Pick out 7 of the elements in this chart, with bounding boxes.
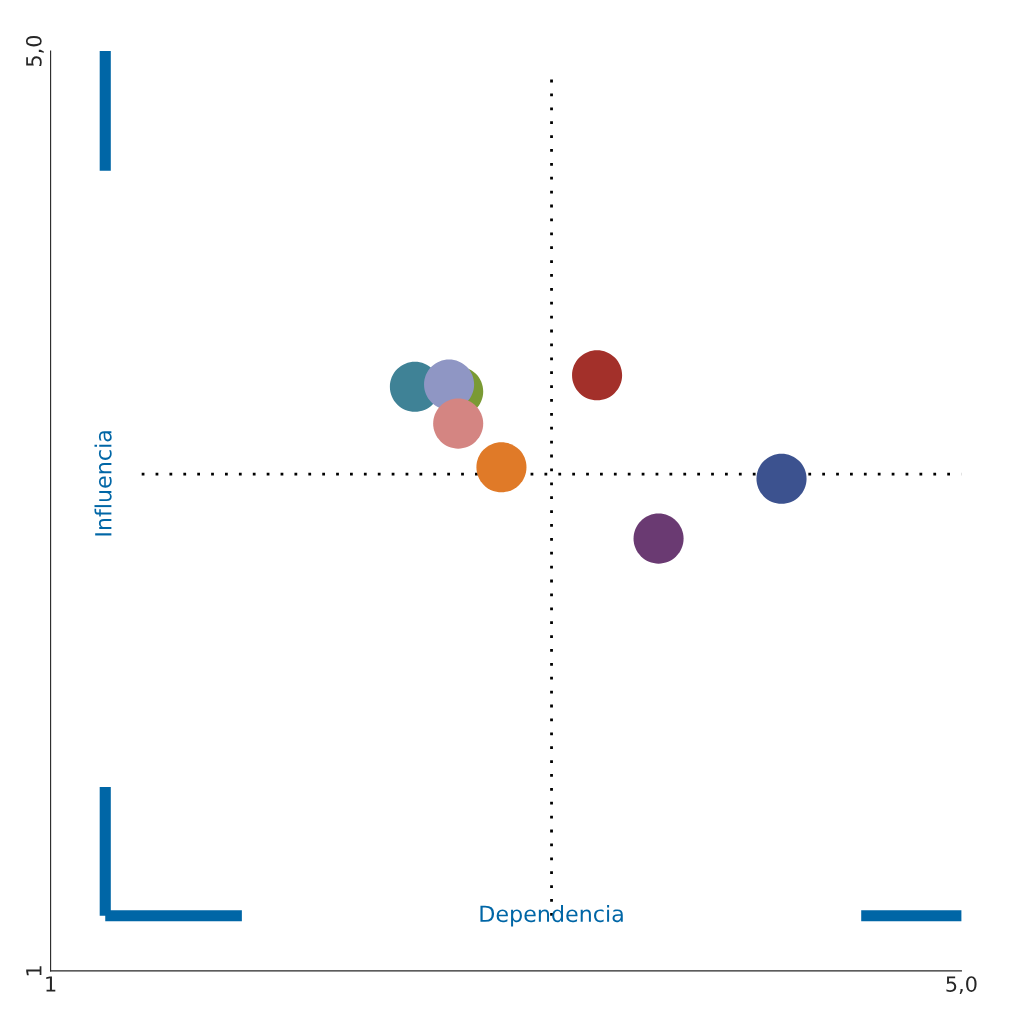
y-axis-title: Influencia	[94, 431, 112, 536]
point	[633, 513, 684, 564]
point	[756, 453, 807, 504]
point	[572, 350, 623, 401]
point	[476, 442, 527, 493]
x-axis-title: Dependencia	[480, 904, 623, 927]
point	[433, 398, 484, 449]
